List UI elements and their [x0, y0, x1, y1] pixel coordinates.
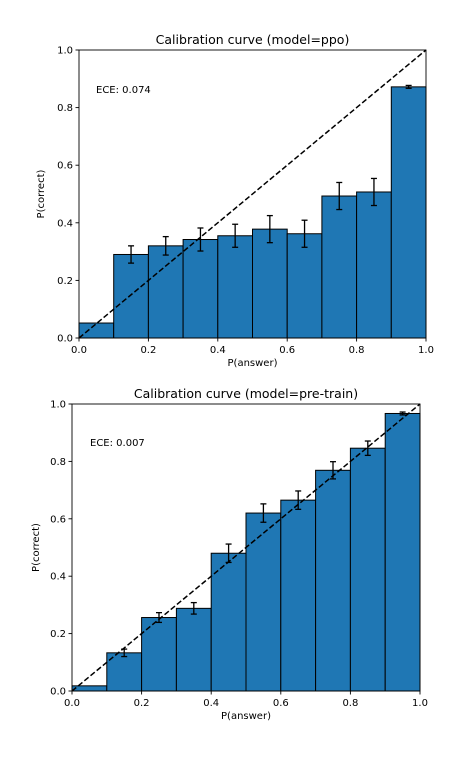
x-tick-label: 0.0	[64, 698, 80, 709]
ece-annotation: ECE: 0.007	[90, 438, 145, 449]
bar	[245, 512, 282, 692]
y-tick-label: 0.4	[50, 572, 66, 583]
error-bar	[260, 503, 267, 523]
y-tick-label: 0.2	[57, 276, 73, 287]
reference-diagonal-line	[78, 49, 427, 339]
bar	[349, 447, 386, 692]
bar	[315, 469, 351, 692]
x-tick-label: 0.2	[140, 345, 156, 356]
x-tick-label: 0.2	[134, 698, 150, 709]
chart-title: Calibration curve (model=ppo)	[156, 32, 350, 47]
ece-annotation: ECE: 0.074	[96, 85, 151, 96]
bar	[280, 499, 317, 692]
bar	[113, 253, 149, 339]
axes-frame	[71, 403, 421, 692]
x-tick-label: 0.0	[71, 345, 87, 356]
bar	[182, 239, 219, 339]
y-tick-label: 0.6	[57, 161, 73, 172]
bar	[147, 245, 184, 339]
x-tick-label: 0.6	[273, 698, 289, 709]
error-bar	[162, 235, 169, 256]
error-bar	[156, 611, 162, 624]
error-bar	[405, 84, 412, 89]
y-tick-label: 1.0	[50, 400, 66, 411]
bar	[321, 195, 358, 339]
bar	[286, 233, 323, 339]
x-tick-label: 0.8	[342, 698, 358, 709]
chart-1: 0.0 0.2 0.4 0.6 0.8 1.0 0.0 0.2 0.4 0.6 0.8 1.0 Cali…	[36, 32, 434, 369]
error-bar	[399, 411, 406, 416]
x-tick-label: 1.0	[418, 345, 434, 356]
y-tick-label: 0.6	[50, 514, 66, 525]
x-tick-label: 0.8	[349, 345, 365, 356]
error-bar	[197, 227, 204, 252]
x-tick-label: 1.0	[412, 698, 428, 709]
bar	[71, 685, 108, 692]
error-bar	[232, 223, 239, 248]
error-bar	[190, 601, 197, 615]
bar	[356, 191, 392, 339]
y-axis-label: P(correct)	[31, 523, 42, 572]
error-bar	[370, 177, 377, 207]
bar	[217, 235, 254, 339]
bar	[210, 552, 247, 692]
error-bar	[266, 214, 273, 244]
y-tick-label: 0.8	[50, 457, 66, 468]
x-axis-label: P(answer)	[221, 711, 271, 722]
y-tick-label: 0.4	[57, 218, 73, 229]
bar	[78, 322, 115, 339]
chart-title: Calibration curve (model=pre-train)	[134, 386, 358, 401]
error-bar	[301, 219, 308, 248]
bar	[384, 412, 421, 692]
bar	[175, 607, 212, 692]
axes-frame	[78, 49, 427, 339]
error-bar	[364, 440, 371, 457]
y-axis-label: P(correct)	[36, 169, 47, 218]
x-tick-label: 0.4	[210, 345, 226, 356]
x-axis-label: P(answer)	[228, 358, 278, 369]
y-tick-label: 0.8	[57, 103, 73, 114]
y-tick-label: 1.0	[57, 46, 73, 57]
y-tick-label: 0.0	[57, 334, 73, 345]
error-bar	[336, 181, 343, 211]
x-tick-label: 0.6	[279, 345, 295, 356]
bar	[390, 86, 427, 339]
chart-2: 0.0 0.2 0.4 0.6 0.8 1.0 0.0 0.2 0.4 0.6 0.8 1.0 Cali…	[31, 386, 428, 722]
reference-diagonal-line	[71, 403, 421, 692]
error-bar	[295, 490, 302, 510]
y-tick-label: 0.2	[50, 629, 66, 640]
x-tick-label: 0.4	[203, 698, 219, 709]
y-tick-label: 0.0	[50, 687, 66, 698]
error-bar	[128, 245, 135, 264]
bar	[252, 228, 288, 339]
